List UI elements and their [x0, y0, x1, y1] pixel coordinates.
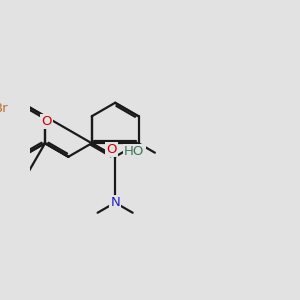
Text: N: N: [110, 196, 120, 209]
Text: Br: Br: [0, 102, 9, 115]
Text: O: O: [41, 115, 52, 128]
Text: O: O: [106, 143, 117, 156]
Text: HO: HO: [124, 145, 145, 158]
